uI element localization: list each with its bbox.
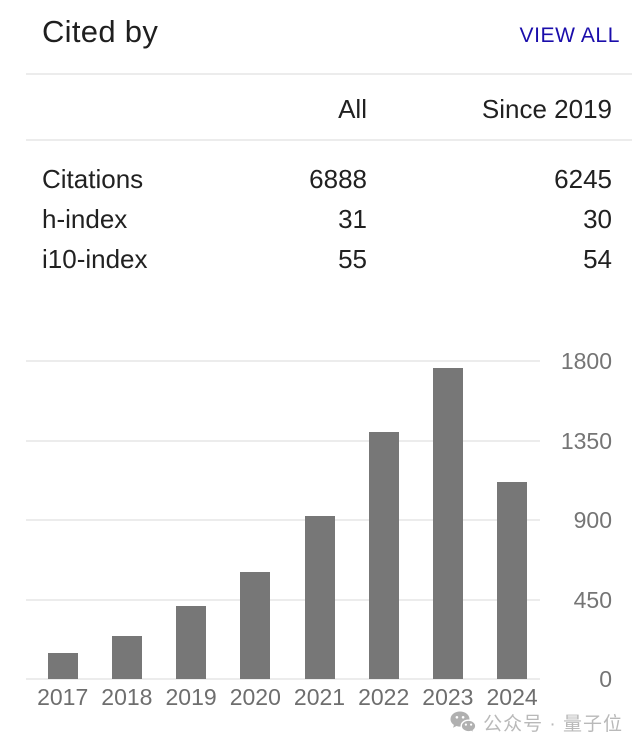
x-axis-tick-label: 2019: [165, 684, 217, 710]
x-axis-tick-label: 2017: [37, 684, 89, 710]
x-axis-tick-label: 2020: [229, 684, 281, 710]
citations-chart: 0 450 900 1350 1800 2017 2018 2019 2020 2021 2022 2…: [0, 340, 644, 720]
gridline: [26, 678, 540, 680]
column-header-all: All: [338, 94, 367, 124]
chart-bar-2022[interactable]: [368, 431, 399, 679]
watermark: 公众号 · 量子位: [450, 706, 623, 738]
column-header-since-2019: Since 2019: [481, 94, 612, 124]
citations-since-value: 6245: [554, 164, 612, 194]
stats-table-body: Citations 6888 6245 h-index 31 30 i10-in…: [0, 159, 644, 279]
h-index-all-value: 31: [338, 204, 367, 234]
gridline: [26, 439, 540, 442]
y-axis-tick-label: 900: [573, 507, 612, 533]
h-index-since-value: 30: [583, 204, 612, 234]
panel-header: Cited by VIEW ALL: [42, 14, 620, 58]
divider-top: [26, 73, 632, 75]
chart-bar-2021[interactable]: [304, 515, 335, 679]
row-label: h-index: [42, 204, 128, 234]
y-axis-tick-label: 1350: [560, 427, 612, 454]
chart-bar-2018[interactable]: [111, 635, 142, 679]
x-axis-tick-label: 2021: [293, 684, 346, 710]
chart-bar-2017[interactable]: [47, 652, 78, 679]
chart-bar-2023[interactable]: [432, 368, 463, 679]
x-axis-tick-label: 2024: [486, 684, 538, 710]
x-axis-tick-label: 2018: [101, 684, 153, 710]
table-row-h-index: h-index 31 30: [0, 199, 644, 239]
y-axis-tick-label: 0: [599, 666, 612, 692]
table-row-i10-index: i10-index 55 54: [0, 239, 644, 279]
divider-header: [26, 139, 632, 141]
x-axis-tick-label: 2022: [358, 684, 410, 710]
x-axis-tick-label: 2023: [422, 684, 474, 710]
gridline: [26, 598, 540, 601]
chart-bar-2020[interactable]: [240, 572, 271, 679]
stats-table-header: All Since 2019: [0, 92, 644, 126]
y-axis-tick-label: 450: [573, 586, 612, 613]
wechat-icon: [450, 711, 477, 735]
i10-index-all-value: 55: [338, 244, 367, 274]
y-axis-tick-label: 1800: [560, 348, 612, 374]
watermark-text: 公众号 · 量子位: [483, 713, 623, 735]
page-title: Cited by: [42, 14, 159, 49]
citations-all-value: 6888: [309, 164, 367, 194]
view-all-link[interactable]: VIEW ALL: [519, 24, 620, 47]
i10-index-since-value: 54: [583, 244, 612, 274]
gridline: [26, 519, 540, 521]
chart-bar-2024[interactable]: [497, 482, 528, 679]
chart-bar-2019[interactable]: [176, 605, 207, 679]
row-label: Citations: [42, 164, 144, 194]
row-label: i10-index: [42, 244, 148, 274]
table-row-citations: Citations 6888 6245: [0, 159, 644, 199]
gridline: [26, 360, 540, 362]
